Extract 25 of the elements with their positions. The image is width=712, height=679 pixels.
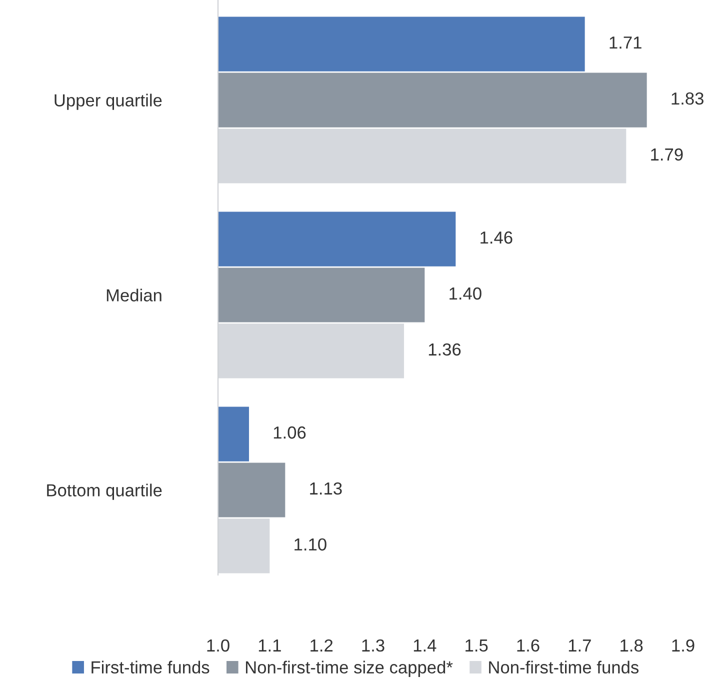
- x-tick-label: 1.2: [310, 639, 333, 652]
- data-label: 1.83: [672, 92, 704, 105]
- legend-label: Non-first-time funds: [489, 660, 639, 674]
- y-tick-label: Bottom quartile: [47, 484, 162, 500]
- data-label: 1.46: [480, 231, 512, 244]
- legend-label: Non-first-time size capped*: [246, 660, 453, 677]
- data-label: 1.79: [651, 148, 683, 161]
- x-tick-label: 1.3: [362, 639, 384, 652]
- x-tick-label: 1.4: [414, 640, 436, 652]
- data-label: 1.13: [310, 482, 342, 495]
- data-label: 1.10: [294, 538, 326, 551]
- x-tick-label: 1.8: [620, 639, 643, 652]
- x-tick-label: 1.6: [517, 639, 540, 652]
- y-tick-label: Median: [106, 288, 162, 302]
- x-tick-label: 1.1: [258, 640, 281, 652]
- legend-label: First-time funds: [92, 660, 210, 674]
- data-label: 1.36: [428, 343, 461, 356]
- data-label: 1.71: [610, 36, 642, 49]
- data-label: 1.06: [274, 426, 306, 439]
- x-tick-label: 1.7: [568, 640, 591, 652]
- x-tick-label: 1.0: [207, 639, 230, 652]
- data-label: 1.40: [450, 287, 482, 300]
- x-tick-label: 1.9: [672, 639, 694, 652]
- y-tick-label: Upper quartile: [54, 94, 162, 110]
- x-tick-label: 1.5: [466, 640, 488, 652]
